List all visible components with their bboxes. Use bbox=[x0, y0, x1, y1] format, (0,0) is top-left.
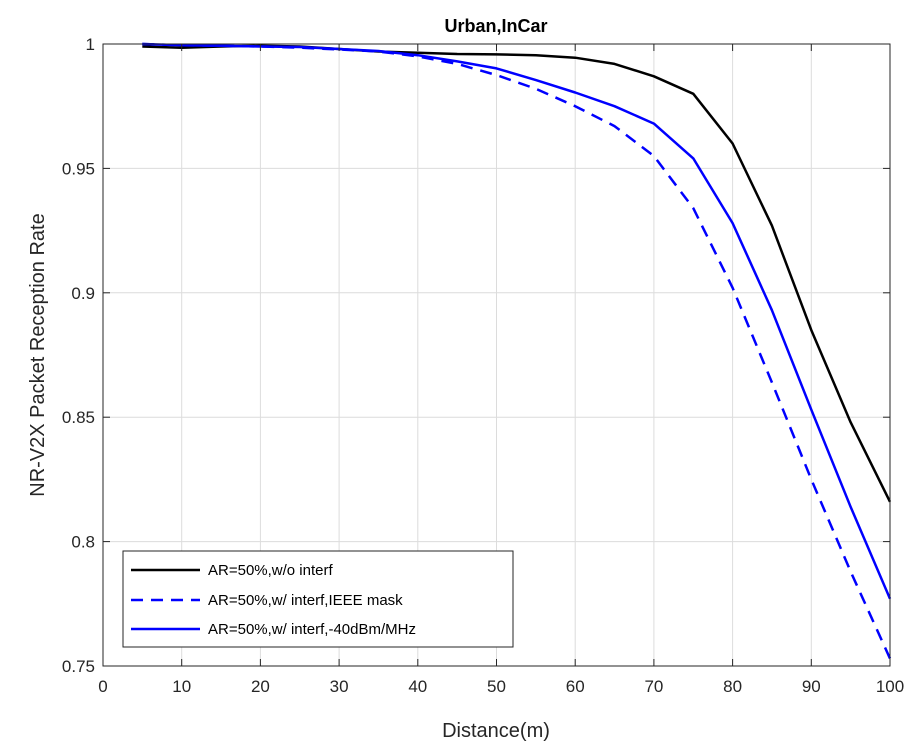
x-tick-label: 0 bbox=[98, 677, 107, 696]
y-tick-label: 0.85 bbox=[62, 408, 95, 427]
ticks bbox=[102, 43, 891, 667]
y-tick-label: 0.95 bbox=[62, 159, 95, 178]
legend-label-ieee-mask: AR=50%,w/ interf,IEEE mask bbox=[208, 592, 403, 609]
x-tick-label: 40 bbox=[408, 677, 427, 696]
legend-label-wo-interf: AR=50%,w/o interf bbox=[208, 562, 333, 579]
x-tick-label: 30 bbox=[330, 677, 349, 696]
legend: AR=50%,w/o interf AR=50%,w/ interf,IEEE … bbox=[122, 550, 514, 648]
y-tick-label: 1 bbox=[86, 35, 95, 54]
y-tick-label: 0.9 bbox=[71, 284, 95, 303]
x-tick-labels: 0 10 20 30 40 50 60 70 80 90 100 bbox=[98, 677, 904, 696]
legend-label-40dbm: AR=50%,w/ interf,-40dBm/MHz bbox=[208, 621, 416, 638]
legend-box bbox=[122, 550, 514, 648]
x-tick-label: 20 bbox=[251, 677, 270, 696]
x-tick-label: 100 bbox=[876, 677, 904, 696]
chart-title: Urban,InCar bbox=[444, 16, 547, 36]
x-axis-label: Distance(m) bbox=[442, 720, 550, 742]
series-line-40dbm bbox=[142, 42, 892, 600]
y-axis-label: NR-V2X Packet Reception Rate bbox=[27, 213, 49, 496]
x-tick-label: 80 bbox=[723, 677, 742, 696]
x-tick-label: 90 bbox=[802, 677, 821, 696]
y-tick-label: 0.75 bbox=[62, 657, 95, 676]
x-tick-label: 10 bbox=[172, 677, 191, 696]
x-tick-label: 50 bbox=[487, 677, 506, 696]
x-tick-label: 60 bbox=[566, 677, 585, 696]
y-tick-labels: 0.75 0.8 0.85 0.9 0.95 1 bbox=[62, 35, 95, 676]
y-tick-label: 0.8 bbox=[71, 533, 95, 552]
grid bbox=[103, 44, 890, 666]
series-layer bbox=[142, 42, 892, 660]
x-tick-label: 70 bbox=[644, 677, 663, 696]
